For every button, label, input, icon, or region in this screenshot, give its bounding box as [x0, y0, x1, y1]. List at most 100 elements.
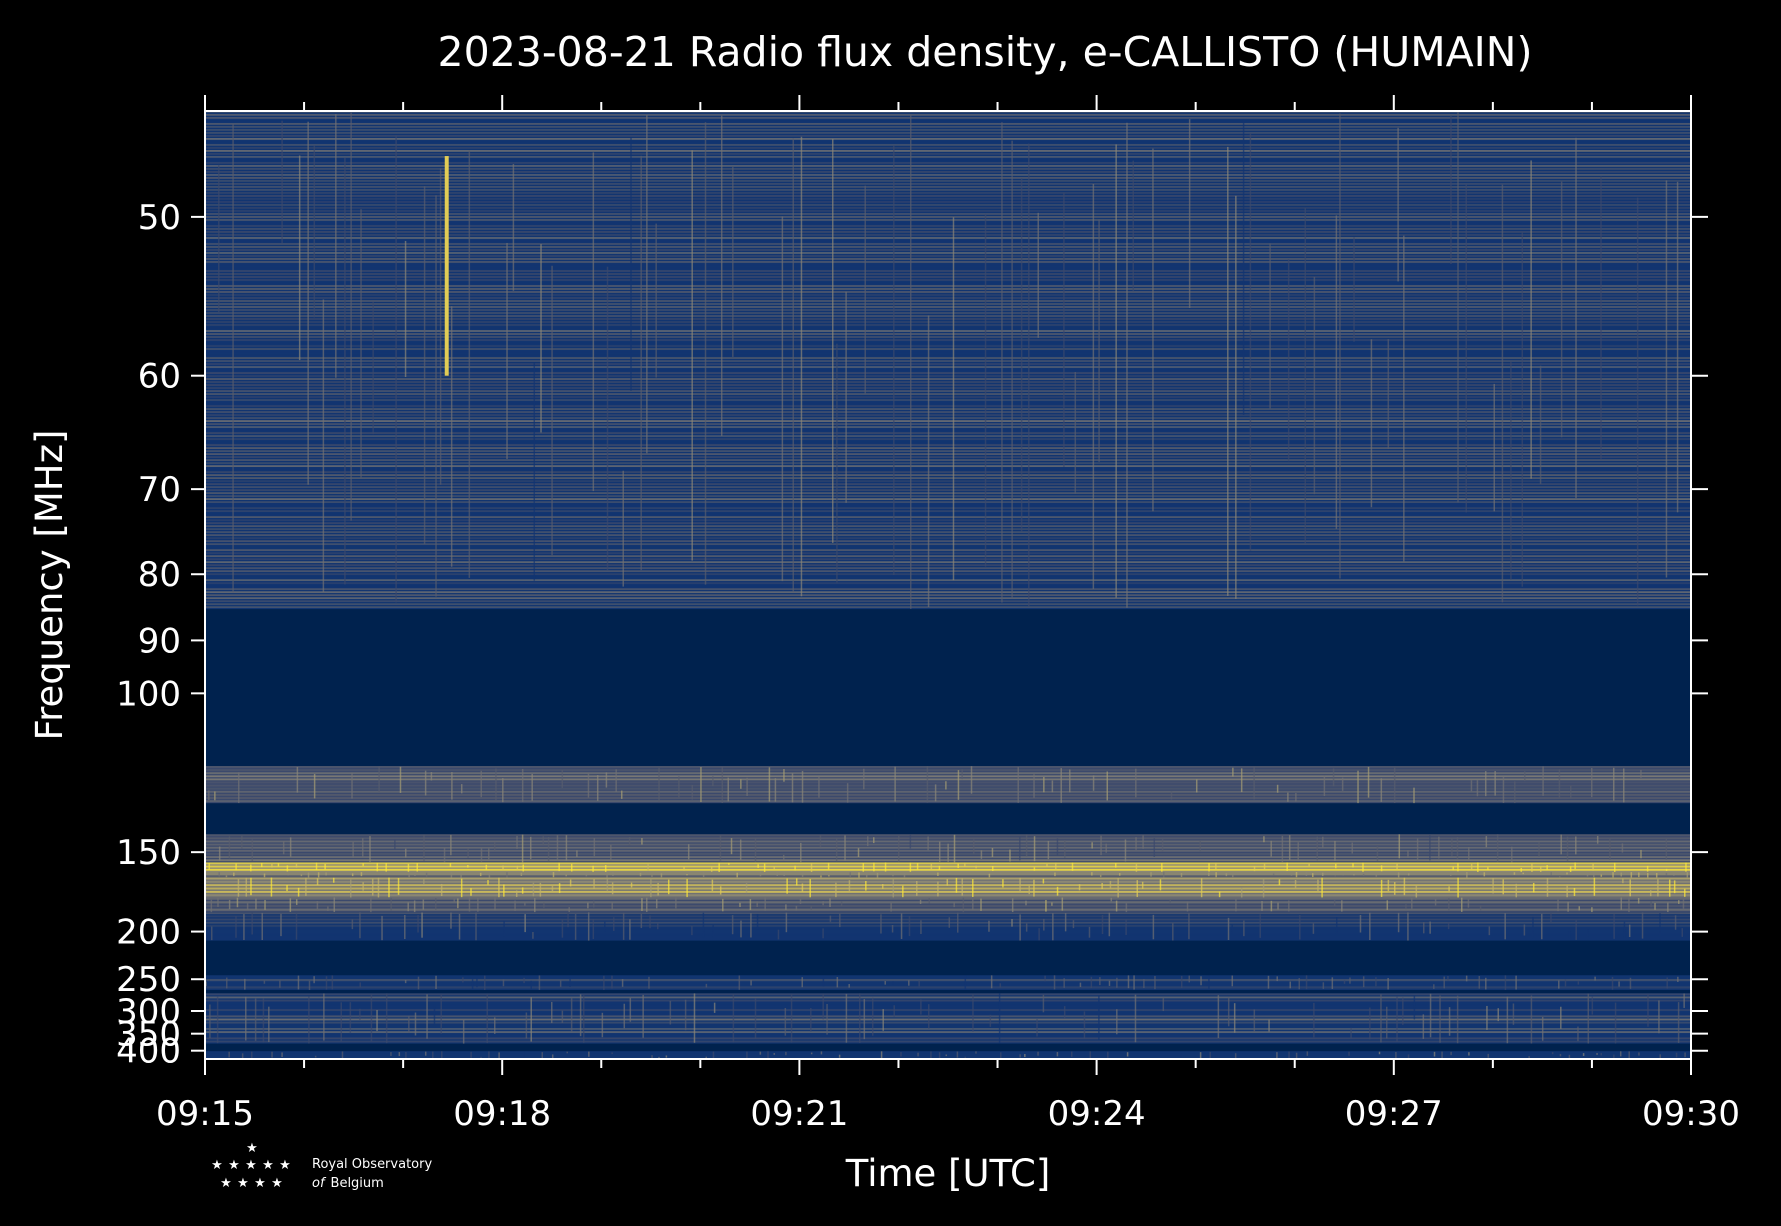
channel-line [205, 276, 1691, 278]
speckle [404, 914, 406, 940]
speckle [972, 899, 974, 910]
speckle [313, 145, 316, 318]
speckle [916, 863, 919, 870]
speckle [909, 834, 912, 849]
y-tick-label: 400 [116, 1032, 181, 1072]
speckle [863, 999, 866, 1040]
speckle [1387, 879, 1390, 892]
speckle [1101, 882, 1103, 890]
speckle [261, 912, 263, 941]
speckle [307, 872, 310, 878]
speckle [1267, 975, 1270, 989]
channel-line [205, 591, 1691, 594]
speckle [1017, 767, 1019, 803]
speckle [1362, 862, 1364, 872]
channel-line [205, 399, 1691, 401]
speckle [462, 977, 464, 983]
speckle [683, 866, 685, 871]
speckle [371, 878, 374, 896]
speckle [1108, 912, 1111, 937]
speckle [1143, 978, 1145, 989]
speckle [1001, 122, 1003, 603]
speckle [1020, 178, 1023, 532]
star-icon: ★ [246, 1141, 258, 1156]
speckle [1117, 877, 1119, 898]
speckle [916, 881, 918, 896]
speckle [991, 848, 994, 858]
band-fill [205, 990, 1691, 994]
speckle [1063, 192, 1065, 467]
speckle [945, 1054, 948, 1057]
channel-line [205, 366, 1691, 368]
channel-line [205, 552, 1691, 555]
speckle [1287, 792, 1289, 802]
speckle [1641, 912, 1644, 939]
speckle [880, 914, 882, 934]
speckle [777, 929, 780, 940]
speckle [1422, 1014, 1425, 1039]
speckle [938, 865, 941, 870]
channel-line [205, 372, 1691, 374]
speckle [228, 836, 231, 859]
speckle [261, 862, 263, 868]
speckle [840, 901, 843, 907]
speckle [1468, 1052, 1470, 1056]
speckle [457, 898, 459, 909]
channel-line [205, 1018, 1691, 1021]
speckle [1538, 841, 1540, 857]
channel-line [205, 918, 1691, 921]
channel-line [205, 588, 1691, 591]
speckle [228, 1051, 230, 1058]
speckle [926, 766, 929, 803]
speckle [700, 766, 702, 803]
speckle [603, 975, 605, 990]
speckle [1305, 975, 1308, 990]
speckle [413, 900, 416, 913]
speckle [1541, 913, 1543, 940]
speckle [615, 769, 617, 792]
speckle [893, 1005, 895, 1017]
speckle [1622, 768, 1625, 803]
speckle [1349, 977, 1351, 984]
speckle [279, 980, 281, 988]
speckle [1587, 929, 1589, 940]
speckle [1231, 924, 1233, 934]
speckle [1339, 113, 1341, 579]
speckle [1675, 1052, 1678, 1058]
channel-line [205, 378, 1691, 380]
speckle [470, 1051, 472, 1058]
channel-line [205, 393, 1691, 395]
speckle [1362, 873, 1365, 877]
speckle [928, 898, 931, 904]
speckle [1056, 838, 1059, 856]
band-175-185 [205, 897, 1691, 913]
speckle [1281, 835, 1284, 863]
speckle [964, 862, 966, 868]
speckle [1313, 1002, 1315, 1038]
y-tick-label: 70 [138, 470, 181, 510]
speckle [1568, 1054, 1571, 1059]
speckle [774, 778, 777, 802]
speckle [1341, 900, 1343, 912]
speckle [1403, 235, 1405, 562]
speckle [687, 844, 690, 860]
speckle [836, 977, 839, 988]
channel-line [205, 872, 1691, 876]
speckle [646, 115, 648, 454]
speckle [1161, 863, 1163, 872]
speckle [1215, 872, 1217, 878]
speckle [1313, 276, 1316, 495]
speckle [773, 866, 775, 870]
speckle [566, 1051, 568, 1054]
speckle [579, 994, 582, 1037]
spectrogram-bands [205, 111, 1691, 1059]
speckle [658, 767, 660, 803]
speckle [622, 912, 625, 940]
band-160-163 [205, 872, 1691, 878]
speckle [1215, 862, 1217, 870]
speckle [934, 784, 937, 802]
speckle [720, 115, 723, 436]
speckle [241, 1053, 244, 1059]
speckle [592, 865, 594, 872]
band-208-245 [205, 940, 1691, 976]
